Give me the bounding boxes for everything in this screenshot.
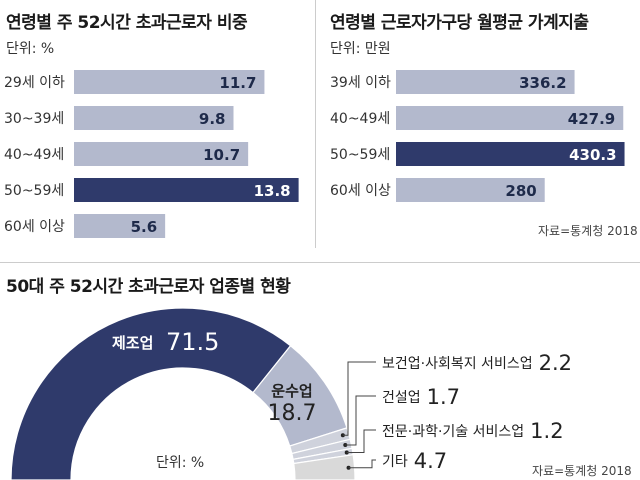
chart1-category-label: 60세 이상 xyxy=(4,219,65,235)
chart1-category-label: 40~49세 xyxy=(4,147,64,163)
chart2-value-label: 280 xyxy=(505,182,536,200)
chart3-callout-line xyxy=(346,429,376,453)
chart3-callout-label: 건설업 xyxy=(382,390,421,406)
chart1-value-label: 13.8 xyxy=(254,182,291,200)
chart1-value-label: 9.8 xyxy=(199,110,226,128)
chart3-callout-value: 4.7 xyxy=(414,449,447,473)
chart2-bar xyxy=(396,178,545,202)
chart1-value-label: 11.7 xyxy=(219,74,256,92)
panel-divider-horizontal xyxy=(0,262,640,263)
chart2-category-label: 60세 이상 xyxy=(330,183,391,199)
panel-divider-vertical xyxy=(315,0,316,248)
chart2-bar xyxy=(396,142,625,166)
chart1-bar xyxy=(74,178,299,202)
chart3-callout-label: 보건업·사회복지 서비스업 xyxy=(382,356,533,372)
chart3-slice-label: 제조업 xyxy=(112,334,153,352)
chart2-source: 자료=통계청 2018 xyxy=(538,224,638,238)
chart3-callout-label: 기타 xyxy=(382,454,408,470)
chart2-bar-chart: 39세 이하 336.2 40~49세 427.9 50~59세 430.3 60세 이상 2… xyxy=(330,70,625,202)
chart3-callout-line xyxy=(348,459,376,469)
chart3-donut-slice xyxy=(293,454,356,480)
chart3-unit: 단위: % xyxy=(156,455,205,471)
chart2-value-label: 336.2 xyxy=(519,74,566,92)
chart3-slice-value: 71.5 xyxy=(166,328,219,356)
chart3-title: 50대 주 52시간 초과근로자 업종별 현황 xyxy=(6,277,291,297)
chart1-bar xyxy=(74,106,234,130)
chart3-callout-value: 1.7 xyxy=(427,385,460,409)
chart3-source: 자료=통계청 2018 xyxy=(532,464,632,478)
chart2-category-label: 39세 이하 xyxy=(330,75,391,91)
chart3-callout-label: 전문·과학·기술 서비스업 xyxy=(382,424,524,440)
chart2-value-label: 430.3 xyxy=(569,146,616,164)
chart1-unit: 단위: % xyxy=(6,41,55,57)
chart3-slice-value: 18.7 xyxy=(268,401,317,426)
chart3-callout-value: 1.2 xyxy=(530,419,563,443)
chart2-title: 연령별 근로자가구당 월평균 가계지출 xyxy=(330,13,589,33)
chart1-title: 연령별 주 52시간 초과근로자 비중 xyxy=(6,13,248,33)
chart3-donut-slice xyxy=(10,307,292,480)
chart1-category-label: 50~59세 xyxy=(4,183,64,199)
chart3-slice-label: 운수업 xyxy=(271,382,312,400)
chart3-callout-line xyxy=(345,395,376,446)
chart1-category-label: 30~39세 xyxy=(4,111,64,127)
chart2-unit: 단위: 만원 xyxy=(330,41,391,57)
chart2-category-label: 40~49세 xyxy=(330,111,390,127)
chart2-value-label: 427.9 xyxy=(568,110,615,128)
chart1-bar-chart: 29세 이하 11.7 30~39세 9.8 40~49세 10.7 50~59세 13.8 6… xyxy=(4,70,299,238)
chart1-bar xyxy=(74,70,265,94)
chart2-bar xyxy=(396,70,575,94)
chart1-value-label: 5.6 xyxy=(131,218,158,236)
chart2-category-label: 50~59세 xyxy=(330,147,390,163)
chart3-callout-line xyxy=(342,361,376,436)
chart1-bar xyxy=(74,214,166,238)
chart1-bar xyxy=(74,142,249,166)
chart1-value-label: 10.7 xyxy=(203,146,240,164)
chart3-callout-value: 2.2 xyxy=(539,351,572,375)
chart1-category-label: 29세 이하 xyxy=(4,75,65,91)
chart2-bar xyxy=(396,106,624,130)
